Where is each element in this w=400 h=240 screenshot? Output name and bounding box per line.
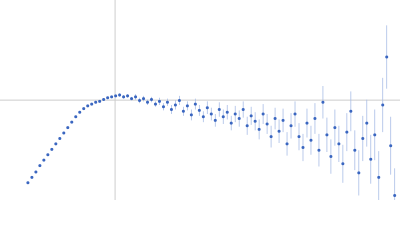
data-point [177,98,181,102]
data-point [165,100,169,104]
data-point [142,97,146,101]
data-point [377,175,381,179]
data-point [130,97,134,101]
data-point [173,103,177,107]
data-point [393,193,397,197]
data-point [277,129,281,133]
data-point [229,121,233,125]
data-point [146,100,150,104]
data-point [169,108,173,112]
data-point [50,147,54,151]
data-point [153,102,157,106]
data-point [373,133,377,137]
data-point [161,105,165,109]
data-point [102,98,106,102]
data-point [385,55,389,59]
data-point [333,126,337,130]
data-point [181,109,185,113]
data-point [365,121,369,125]
data-point [86,104,90,108]
data-point [213,118,217,122]
data-point [26,181,30,185]
data-point [185,104,189,108]
data-point [201,115,205,119]
data-point [94,100,98,104]
data-point [305,121,309,125]
data-point [193,102,197,106]
data-point [106,96,110,100]
data-point [321,100,325,104]
data-point [30,175,34,179]
chart [0,0,400,200]
data-point [233,112,237,116]
data-point [285,142,289,146]
data-point [237,117,241,121]
data-point [225,110,229,114]
data-point [134,95,138,99]
data-point [269,135,273,139]
data-point [345,130,349,134]
data-point [353,148,357,152]
data-point [82,107,86,111]
data-point [205,106,209,110]
data-point [221,115,225,119]
data-point [325,133,329,137]
data-point [349,109,353,113]
data-point [114,94,118,98]
data-point [54,142,58,146]
data-point [209,112,213,116]
data-point [241,108,245,112]
data-point [357,171,361,175]
data-point [293,112,297,116]
data-point [249,114,253,118]
data-point [309,138,313,142]
data-point [245,124,249,128]
data-point [313,117,317,121]
data-point [301,146,305,150]
data-point [90,102,94,106]
data-point [341,162,345,166]
data-point [197,108,201,112]
data-point [110,95,114,99]
data-point [38,164,42,168]
data-point [253,119,257,123]
data-point [149,98,153,102]
data-point [317,148,321,152]
data-point [337,142,341,146]
data-point [369,157,373,161]
data-point [122,95,126,99]
data-point [381,103,385,107]
data-point [98,99,102,103]
data-point [74,115,78,119]
data-point [289,124,293,128]
data-point [34,170,38,174]
data-point [70,120,74,124]
data-point [157,99,161,103]
data-point [58,136,62,140]
data-point [257,127,261,131]
data-point [126,94,130,98]
data-point [265,122,269,126]
data-point [297,135,301,139]
data-point [78,110,82,114]
data-point [389,144,393,148]
data-point [217,108,221,112]
data-point [118,93,122,97]
data-point [261,112,265,116]
data-point [42,158,46,162]
data-point [138,98,142,102]
data-point [46,153,50,157]
data-point [273,117,277,121]
data-point [281,118,285,122]
data-point [66,126,70,130]
data-point [62,131,66,135]
data-point [329,155,333,159]
data-point [361,136,365,140]
data-point [189,113,193,117]
